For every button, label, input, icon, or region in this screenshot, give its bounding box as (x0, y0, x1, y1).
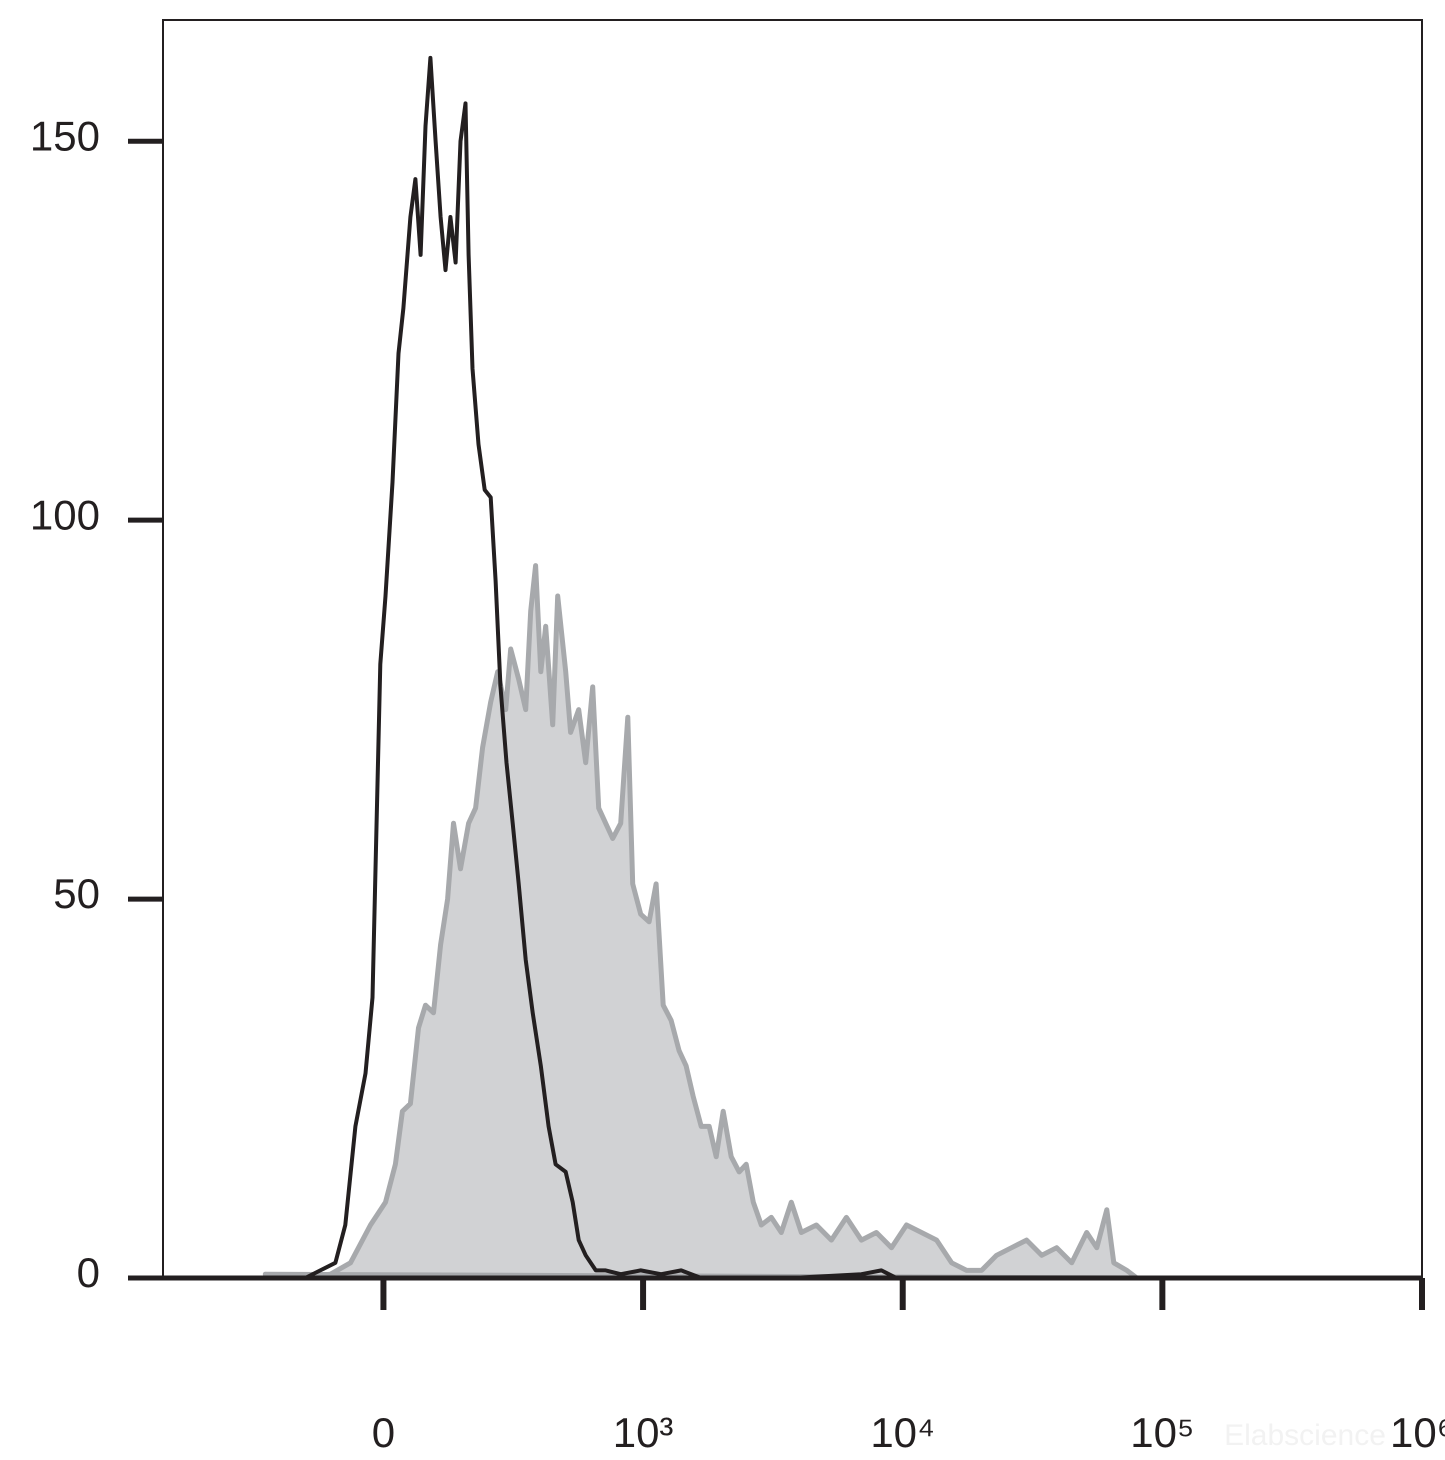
x-tick-label: 10⁴ (870, 1409, 935, 1455)
x-tick-label: 0 (372, 1409, 395, 1455)
histogram-area (262, 563, 1140, 1281)
y-tick-label: 100 (30, 491, 100, 538)
plot-frame (162, 19, 1423, 1279)
x-tick-label: 10⁵ (1130, 1409, 1194, 1455)
x-tick-label: 10³ (613, 1409, 674, 1455)
watermark: Elabscience (1224, 1419, 1386, 1452)
x-tick-label: 10⁶ (1390, 1409, 1445, 1455)
y-tick-label: 50 (53, 870, 100, 917)
histogram-line (304, 55, 898, 1280)
y-tick-label: 0 (77, 1249, 100, 1296)
y-tick-label: 150 (30, 112, 100, 159)
